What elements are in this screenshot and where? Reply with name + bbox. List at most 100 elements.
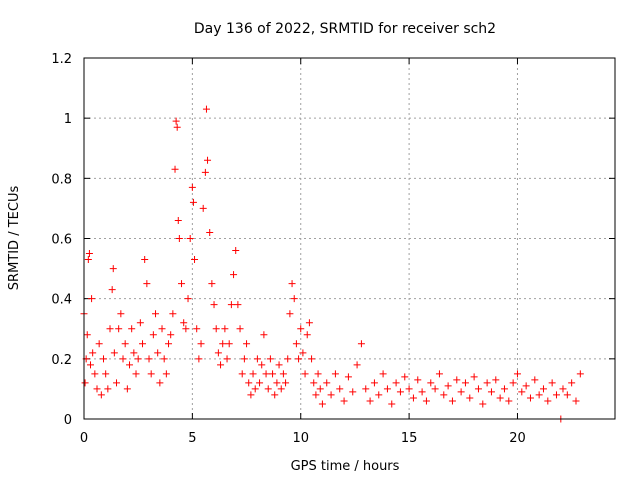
data-point	[178, 280, 186, 288]
data-point	[474, 385, 482, 393]
data-point	[195, 355, 203, 363]
data-point	[366, 397, 374, 405]
data-point	[500, 385, 508, 393]
data-point	[405, 385, 413, 393]
x-tick-label: 15	[401, 431, 418, 446]
data-point	[297, 325, 305, 333]
data-point	[505, 397, 513, 405]
data-point	[191, 256, 199, 264]
data-point	[134, 355, 142, 363]
data-point	[353, 361, 361, 369]
data-point	[108, 286, 116, 294]
data-point	[154, 349, 162, 357]
data-point	[210, 301, 218, 309]
data-point	[349, 388, 357, 396]
data-point	[199, 204, 207, 212]
data-point	[409, 394, 417, 402]
data-point	[323, 379, 331, 387]
data-point	[379, 370, 387, 378]
y-axis-label: SRMTID / TECUs	[7, 186, 22, 291]
data-point	[535, 391, 543, 399]
data-point	[357, 340, 365, 348]
data-point	[102, 370, 110, 378]
data-point	[188, 183, 196, 191]
data-point	[286, 310, 294, 318]
data-point	[143, 280, 151, 288]
data-point	[563, 391, 571, 399]
data-point	[182, 325, 190, 333]
data-point	[266, 355, 274, 363]
data-point	[251, 385, 259, 393]
data-point	[249, 370, 257, 378]
data-point	[115, 325, 123, 333]
data-point	[117, 310, 125, 318]
x-tick-label: 0	[80, 431, 88, 446]
data-point	[539, 385, 547, 393]
data-point	[509, 379, 517, 387]
x-tick-label: 20	[509, 431, 526, 446]
data-point	[370, 379, 378, 387]
data-point	[483, 379, 491, 387]
data-point	[362, 385, 370, 393]
data-point	[310, 379, 318, 387]
data-point	[156, 379, 164, 387]
data-point	[414, 376, 422, 384]
data-point	[492, 376, 500, 384]
chart-title: Day 136 of 2022, SRMTID for receiver sch…	[194, 21, 496, 37]
data-point	[435, 370, 443, 378]
data-point	[180, 319, 188, 327]
data-point	[470, 373, 478, 381]
data-point	[100, 355, 108, 363]
data-point	[121, 340, 129, 348]
data-point	[165, 340, 173, 348]
data-point	[173, 123, 181, 131]
data-point	[219, 340, 227, 348]
data-point	[440, 391, 448, 399]
y-tick-label: 1	[64, 112, 72, 127]
data-point	[186, 235, 194, 242]
data-point	[518, 388, 526, 396]
data-point	[572, 397, 580, 405]
data-point	[316, 385, 324, 393]
data-point	[431, 385, 439, 393]
data-point	[559, 385, 567, 393]
data-point	[97, 391, 105, 399]
data-point	[305, 319, 313, 327]
data-point	[269, 370, 277, 378]
data-point	[253, 355, 261, 363]
data-point	[223, 355, 231, 363]
data-point	[522, 382, 530, 390]
data-point	[113, 379, 121, 387]
data-point	[136, 319, 144, 327]
data-point	[152, 310, 160, 318]
data-point	[158, 325, 166, 333]
data-point	[126, 361, 134, 369]
data-point	[83, 331, 91, 339]
data-point	[227, 301, 235, 309]
data-point	[288, 280, 296, 288]
data-point	[104, 385, 112, 393]
data-point	[238, 370, 246, 378]
data-point	[388, 400, 396, 408]
data-point	[232, 247, 240, 255]
data-point	[401, 373, 409, 381]
data-point	[202, 105, 210, 113]
data-point	[340, 397, 348, 405]
data-point	[444, 382, 452, 390]
data-point	[299, 349, 307, 357]
data-point	[418, 388, 426, 396]
data-point	[230, 271, 238, 279]
axis-ticks: 0 0.2 0.4 0.6 0.8 1 1.2 0 5 10 15 20	[51, 52, 615, 446]
data-point	[88, 295, 96, 303]
data-point	[327, 391, 335, 399]
data-point	[422, 397, 430, 405]
data-point	[167, 331, 175, 339]
data-point	[214, 349, 222, 357]
data-point	[461, 379, 469, 387]
data-point	[531, 376, 539, 384]
data-point	[184, 295, 192, 303]
data-point	[544, 397, 552, 405]
data-point	[234, 301, 242, 309]
data-point	[466, 394, 474, 402]
data-point	[84, 256, 92, 264]
